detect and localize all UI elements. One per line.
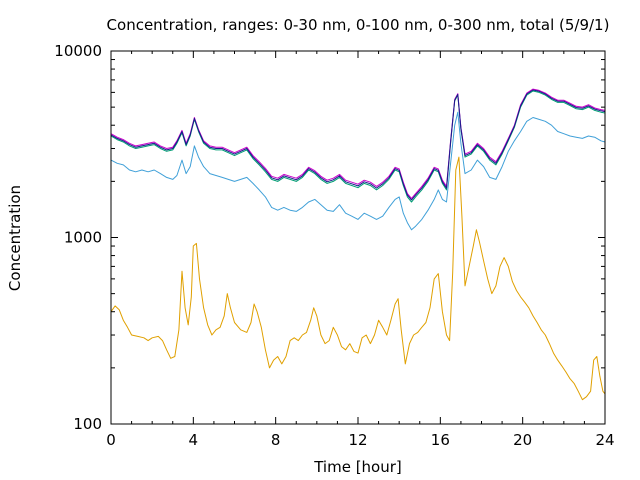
y-axis-label: Concentration — [6, 185, 24, 291]
ticks-layer: 0 4 8 12 16 20 24 100 1000 10000 — [54, 42, 614, 449]
x-axis-label: Time [hour] — [313, 458, 402, 476]
x-tick-label: 24 — [595, 431, 614, 449]
series-layer — [110, 88, 606, 401]
x-tick-label: 0 — [106, 431, 116, 449]
y-tick-label: 100 — [73, 415, 102, 433]
y-tick-label: 1000 — [64, 229, 102, 247]
plot-frame — [110, 50, 606, 425]
series-line-2 — [110, 111, 606, 231]
x-tick-label: 4 — [189, 431, 199, 449]
x-tick-label: 12 — [348, 431, 367, 449]
x-tick-label: 20 — [513, 431, 532, 449]
chart-title: Concentration, ranges: 0-30 nm, 0-100 nm… — [107, 16, 610, 34]
y-tick-label: 10000 — [54, 42, 102, 60]
x-tick-label: 16 — [431, 431, 450, 449]
series-line-1 — [110, 156, 606, 401]
x-tick-label: 8 — [271, 431, 281, 449]
series-line-5 — [110, 89, 606, 201]
